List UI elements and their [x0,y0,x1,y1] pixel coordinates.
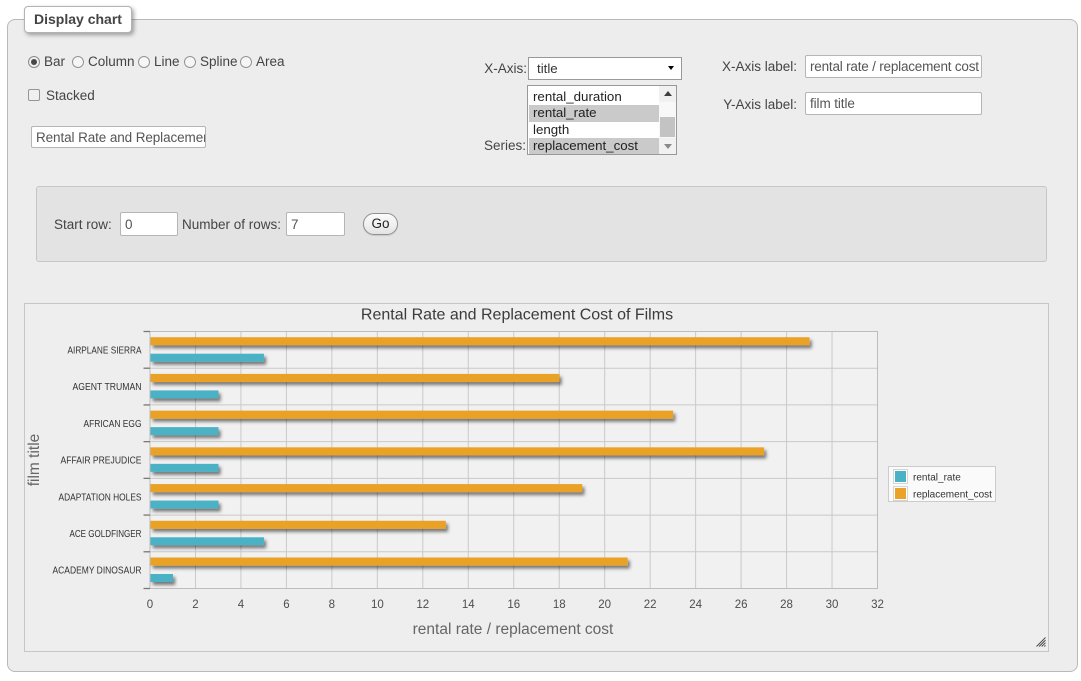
svg-text:10: 10 [371,599,384,611]
svg-text:8: 8 [329,599,335,611]
svg-text:14: 14 [462,599,475,611]
svg-text:0: 0 [147,599,153,611]
svg-text:ADAPTATION HOLES: ADAPTATION HOLES [59,492,142,503]
svg-text:20: 20 [598,599,611,611]
svg-text:16: 16 [507,599,520,611]
svg-text:film title: film title [26,434,43,487]
svg-text:18: 18 [553,599,566,611]
svg-text:ACE GOLDFINGER: ACE GOLDFINGER [70,529,142,540]
svg-text:4: 4 [238,599,245,611]
svg-text:30: 30 [826,599,839,611]
svg-text:replacement_cost: replacement_cost [913,490,992,501]
svg-text:12: 12 [416,599,429,611]
svg-text:Rental Rate and Replacement Co: Rental Rate and Replacement Cost of Film… [361,307,673,324]
svg-text:32: 32 [871,599,884,611]
svg-text:rental_rate: rental_rate [913,473,961,484]
svg-text:6: 6 [283,599,289,611]
svg-text:AGENT TRUMAN: AGENT TRUMAN [73,382,142,393]
svg-text:AFFAIR PREJUDICE: AFFAIR PREJUDICE [61,456,142,467]
svg-text:28: 28 [780,599,793,611]
svg-text:AFRICAN EGG: AFRICAN EGG [84,419,142,430]
svg-text:ACADEMY DINOSAUR: ACADEMY DINOSAUR [53,566,142,577]
svg-text:26: 26 [735,599,748,611]
svg-text:22: 22 [644,599,657,611]
svg-text:24: 24 [689,599,702,611]
svg-text:AIRPLANE SIERRA: AIRPLANE SIERRA [68,345,142,356]
svg-text:rental rate / replacement cost: rental rate / replacement cost [413,621,614,638]
svg-text:2: 2 [192,599,198,611]
